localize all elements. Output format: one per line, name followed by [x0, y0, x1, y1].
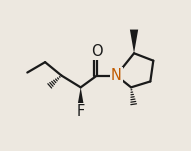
- Text: F: F: [77, 104, 85, 119]
- Polygon shape: [77, 87, 85, 111]
- Text: N: N: [111, 68, 122, 83]
- Polygon shape: [130, 30, 138, 53]
- Text: O: O: [91, 44, 103, 59]
